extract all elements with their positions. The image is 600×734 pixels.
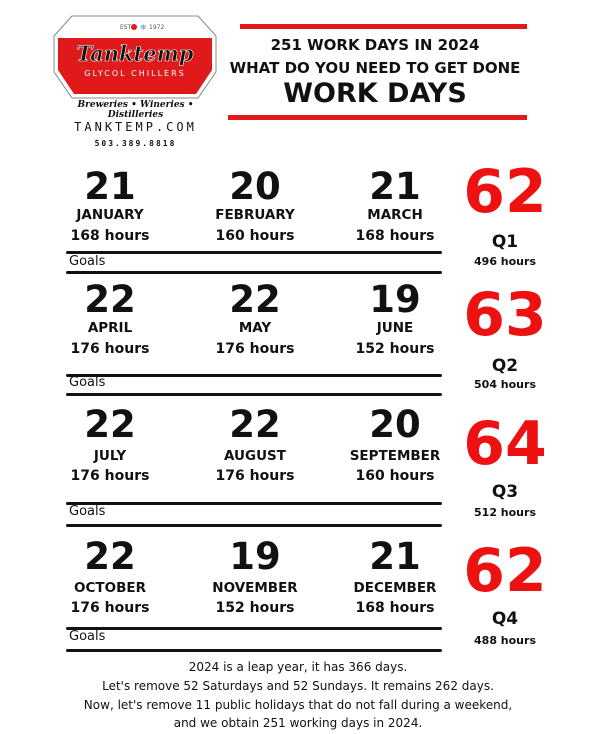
tanktemp-logo: EST ❄ 1972 Tanktemp GLYCOL CHILLERS [53,15,217,99]
q4-label: Q4 [491,609,519,629]
december-label: DECEMBER [353,580,437,596]
january-work-days: 21 [84,165,136,208]
q3-total-days: 64 [463,409,547,479]
footer-line-2: Let's remove 52 Saturdays and 52 Sundays… [102,679,494,693]
june-work-days: 19 [369,278,421,321]
q2-hours: 504 hours [474,378,536,391]
august-label: AUGUST [224,448,286,464]
q2-total-days: 63 [463,280,547,350]
q3-label: Q3 [491,482,519,502]
october-label: OCTOBER [74,580,146,596]
q4-total-days: 62 [463,536,547,606]
q3-goals-label: Goals [69,504,106,519]
footer-line-1: 2024 is a leap year, it has 366 days. [188,660,408,674]
snowflake-icon: ❄ [140,23,147,32]
footer-line-4: and we obtain 251 working days in 2024. [173,716,423,730]
september-work-days: 20 [369,403,421,446]
october-hours: 176 hours [70,600,150,616]
september-hours: 160 hours [355,468,435,484]
may-label: MAY [238,320,272,336]
goals-bottom-rule [66,649,442,652]
q3-hours: 512 hours [474,506,536,519]
goals-bottom-rule [66,271,442,274]
website: TANKTEMP.COM [74,120,197,134]
april-hours: 176 hours [70,341,150,357]
header-line-2: WHAT DO YOU NEED TO GET DONE [229,59,521,77]
header-line-1: 251 WORK DAYS IN 2024 [270,36,480,54]
goals-top-rule [66,251,442,254]
header-bottom-bar [228,115,527,120]
january-label: JANUARY [76,207,144,223]
q2-label: Q2 [491,356,519,376]
q2-goals-label: Goals [69,375,106,390]
year-text: 1972 [149,24,164,31]
july-hours: 176 hours [70,468,150,484]
q1-label: Q1 [491,232,519,252]
march-label: MARCH [367,207,423,223]
goals-top-rule [66,502,442,505]
goals-top-rule [66,374,442,377]
goals-top-rule [66,627,442,630]
february-work-days: 20 [229,165,281,208]
august-hours: 176 hours [215,468,295,484]
february-hours: 160 hours [215,228,295,244]
sun-icon [131,24,137,30]
march-hours: 168 hours [355,228,435,244]
goals-bottom-rule [66,393,442,396]
november-label: NOVEMBER [212,580,298,596]
q4-goals-label: Goals [69,629,106,644]
april-work-days: 22 [84,278,136,321]
may-work-days: 22 [229,278,281,321]
page-title: WORK DAYS [283,78,467,109]
march-work-days: 21 [369,165,421,208]
july-work-days: 22 [84,403,136,446]
q1-total-days: 62 [463,157,547,227]
brand-text: Tanktemp [76,41,193,66]
february-label: FEBRUARY [215,207,295,223]
december-work-days: 21 [369,535,421,578]
q1-hours: 496 hours [474,255,536,268]
august-work-days: 22 [229,403,281,446]
november-hours: 152 hours [215,600,295,616]
september-label: SEPTEMBER [349,448,441,464]
october-work-days: 22 [84,535,136,578]
may-hours: 176 hours [215,341,295,357]
december-hours: 168 hours [355,600,435,616]
june-hours: 152 hours [355,341,435,357]
april-label: APRIL [87,320,133,336]
tagline: Breweries • Wineries • Distilleries [77,100,194,120]
q4-hours: 488 hours [474,634,536,647]
footer-line-3: Now, let's remove 11 public holidays tha… [83,698,513,712]
q1-goals-label: Goals [69,254,106,269]
june-label: JUNE [376,320,414,336]
july-label: JULY [93,448,127,464]
header-top-bar [240,24,527,29]
phone-number: 503.389.8818 [94,139,177,148]
january-hours: 168 hours [70,228,150,244]
goals-bottom-rule [66,524,442,527]
est-text: EST [120,24,132,31]
brand-sub-text: GLYCOL CHILLERS [84,69,186,78]
november-work-days: 19 [229,535,281,578]
